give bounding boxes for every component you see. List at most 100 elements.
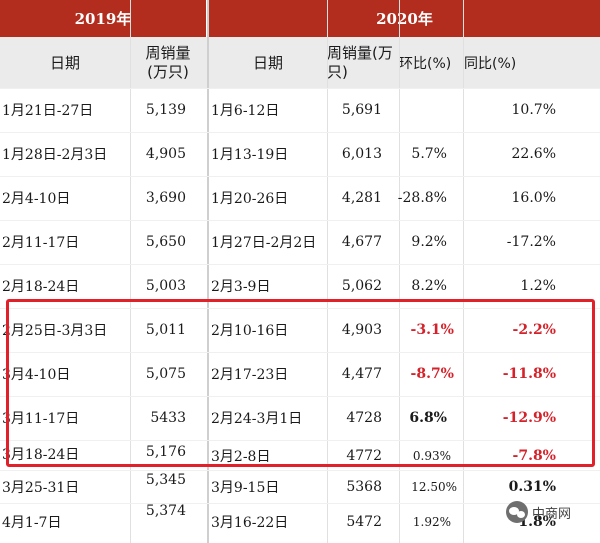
cell-sales-2020: 5368 — [346, 479, 382, 495]
cell-mom: 5.7% — [411, 146, 447, 162]
cell-yoy: 16.0% — [511, 190, 556, 206]
divider — [327, 0, 328, 543]
cell-date-2020: 2月3-9日 — [211, 279, 271, 295]
cell-date-2020: 3月2-8日 — [211, 449, 271, 465]
header-2020: 2020年 — [209, 0, 600, 37]
col-date-2019: 日期 — [49, 54, 80, 72]
cell-sales-2019: 3,690 — [145, 190, 186, 206]
col-weekly-sales-2020-line2: 只) — [327, 62, 348, 81]
cell-sales-2019: 5,176 — [145, 444, 186, 460]
cell-mom: 6.8% — [409, 410, 447, 426]
cell-sales-2020: 6,013 — [341, 146, 382, 162]
cell-mom: -28.8% — [397, 190, 447, 206]
col-date-2020: 日期 — [252, 54, 283, 72]
cell-date-2019: 3月4-10日 — [2, 367, 71, 383]
cell-sales-2019: 5,011 — [145, 322, 186, 338]
col-weekly-sales-2019-line1: 周销量 — [145, 43, 191, 62]
cell-sales-2020: 5472 — [346, 514, 382, 530]
cell-mom: -8.7% — [410, 366, 454, 382]
watermark: 中商网 — [506, 497, 571, 527]
cell-sales-2020: 5,062 — [341, 278, 382, 294]
cell-date-2019: 1月21日-27日 — [2, 103, 94, 119]
cell-date-2019: 4月1-7日 — [2, 515, 62, 531]
col-weekly-sales-2019: 周销量 (万只) — [130, 37, 206, 88]
wechat-icon — [506, 501, 528, 523]
cell-mom: 8.2% — [411, 278, 447, 294]
divider — [130, 0, 131, 543]
cell-date-2020: 1月27日-2月2日 — [211, 235, 317, 251]
cell-date-2019: 2月4-10日 — [2, 191, 71, 207]
row-divider — [0, 396, 600, 397]
cell-date-2019: 2月25日-3月3日 — [2, 323, 108, 339]
highlight-box — [6, 299, 595, 467]
row-divider — [0, 308, 600, 309]
col-mom: 环比(%) — [399, 55, 452, 72]
cell-sales-2020: 4728 — [346, 410, 382, 426]
cell-sales-2020: 4772 — [346, 448, 382, 464]
cell-date-2019: 3月18-24日 — [2, 447, 80, 463]
cell-mom: 1.92% — [412, 515, 451, 529]
row-divider — [0, 176, 600, 177]
row-divider — [0, 503, 600, 504]
cell-sales-2019: 5,075 — [145, 366, 186, 382]
cell-yoy: 1.8% — [518, 514, 556, 530]
cell-sales-2020: 4,903 — [341, 322, 382, 338]
cell-mom — [399, 88, 447, 132]
cell-date-2020: 2月17-23日 — [211, 367, 289, 383]
col-weekly-sales-2019-line2: (万只) — [147, 62, 189, 81]
row-divider — [0, 88, 600, 89]
cell-yoy: 1.2% — [520, 278, 556, 294]
cell-mom: 0.93% — [412, 449, 451, 463]
row-divider — [0, 440, 600, 441]
cell-date-2020: 3月9-15日 — [211, 480, 280, 496]
cell-sales-2019: 5433 — [150, 410, 186, 426]
row-divider — [0, 264, 600, 265]
cell-sales-2019: 5,345 — [145, 472, 186, 488]
cell-date-2020: 1月20-26日 — [211, 191, 289, 207]
cell-sales-2019: 5,003 — [145, 278, 186, 294]
row-divider — [0, 352, 600, 353]
col-yoy: 同比(%) — [464, 55, 517, 72]
cell-yoy: -7.8% — [512, 448, 556, 464]
col-weekly-sales-2020: 周销量(万 只) — [327, 37, 399, 88]
col-weekly-sales-2020-line1: 周销量(万 — [327, 43, 393, 62]
cell-yoy: 22.6% — [511, 146, 556, 162]
header-2019-label: 2019年 — [74, 10, 132, 28]
cell-date-2019: 3月11-17日 — [2, 411, 80, 427]
divider — [207, 0, 209, 543]
cell-date-2020: 1月6-12日 — [211, 103, 280, 119]
watermark-label: 中商网 — [532, 506, 572, 522]
cell-mom: -3.1% — [410, 322, 454, 338]
cell-mom: 9.2% — [411, 234, 447, 250]
cell-sales-2019: 4,905 — [145, 146, 186, 162]
row-divider — [0, 470, 600, 471]
cell-date-2020: 1月13-19日 — [211, 147, 289, 163]
row-divider — [0, 132, 600, 133]
cell-sales-2020: 5,691 — [341, 102, 382, 118]
cell-yoy: 10.7% — [511, 102, 556, 118]
cell-date-2020: 2月10-16日 — [211, 323, 289, 339]
cell-sales-2020: 4,477 — [341, 366, 382, 382]
cell-date-2020: 2月24-3月1日 — [211, 411, 303, 427]
cell-date-2020: 3月16-22日 — [211, 515, 289, 531]
cell-yoy: 0.31% — [508, 479, 556, 495]
cell-mom: 12.50% — [411, 480, 457, 494]
header-2019: 2019年 — [0, 0, 206, 37]
cell-date-2019: 2月18-24日 — [2, 279, 80, 295]
cell-yoy: -12.9% — [502, 410, 556, 426]
divider — [463, 0, 464, 543]
column-header-row — [0, 37, 600, 88]
cell-sales-2019: 5,374 — [145, 503, 186, 519]
row-divider — [0, 220, 600, 221]
cell-date-2019: 1月28日-2月3日 — [2, 147, 108, 163]
cell-yoy: -11.8% — [502, 366, 556, 382]
cell-date-2019: 2月11-17日 — [2, 235, 80, 251]
divider — [399, 0, 400, 543]
cell-yoy: -2.2% — [512, 322, 556, 338]
cell-sales-2020: 4,677 — [341, 234, 382, 250]
cell-sales-2020: 4,281 — [341, 190, 382, 206]
cell-date-2019: 3月25-31日 — [2, 480, 80, 496]
cell-sales-2019: 5,650 — [145, 234, 186, 250]
cell-yoy: -17.2% — [506, 234, 556, 250]
